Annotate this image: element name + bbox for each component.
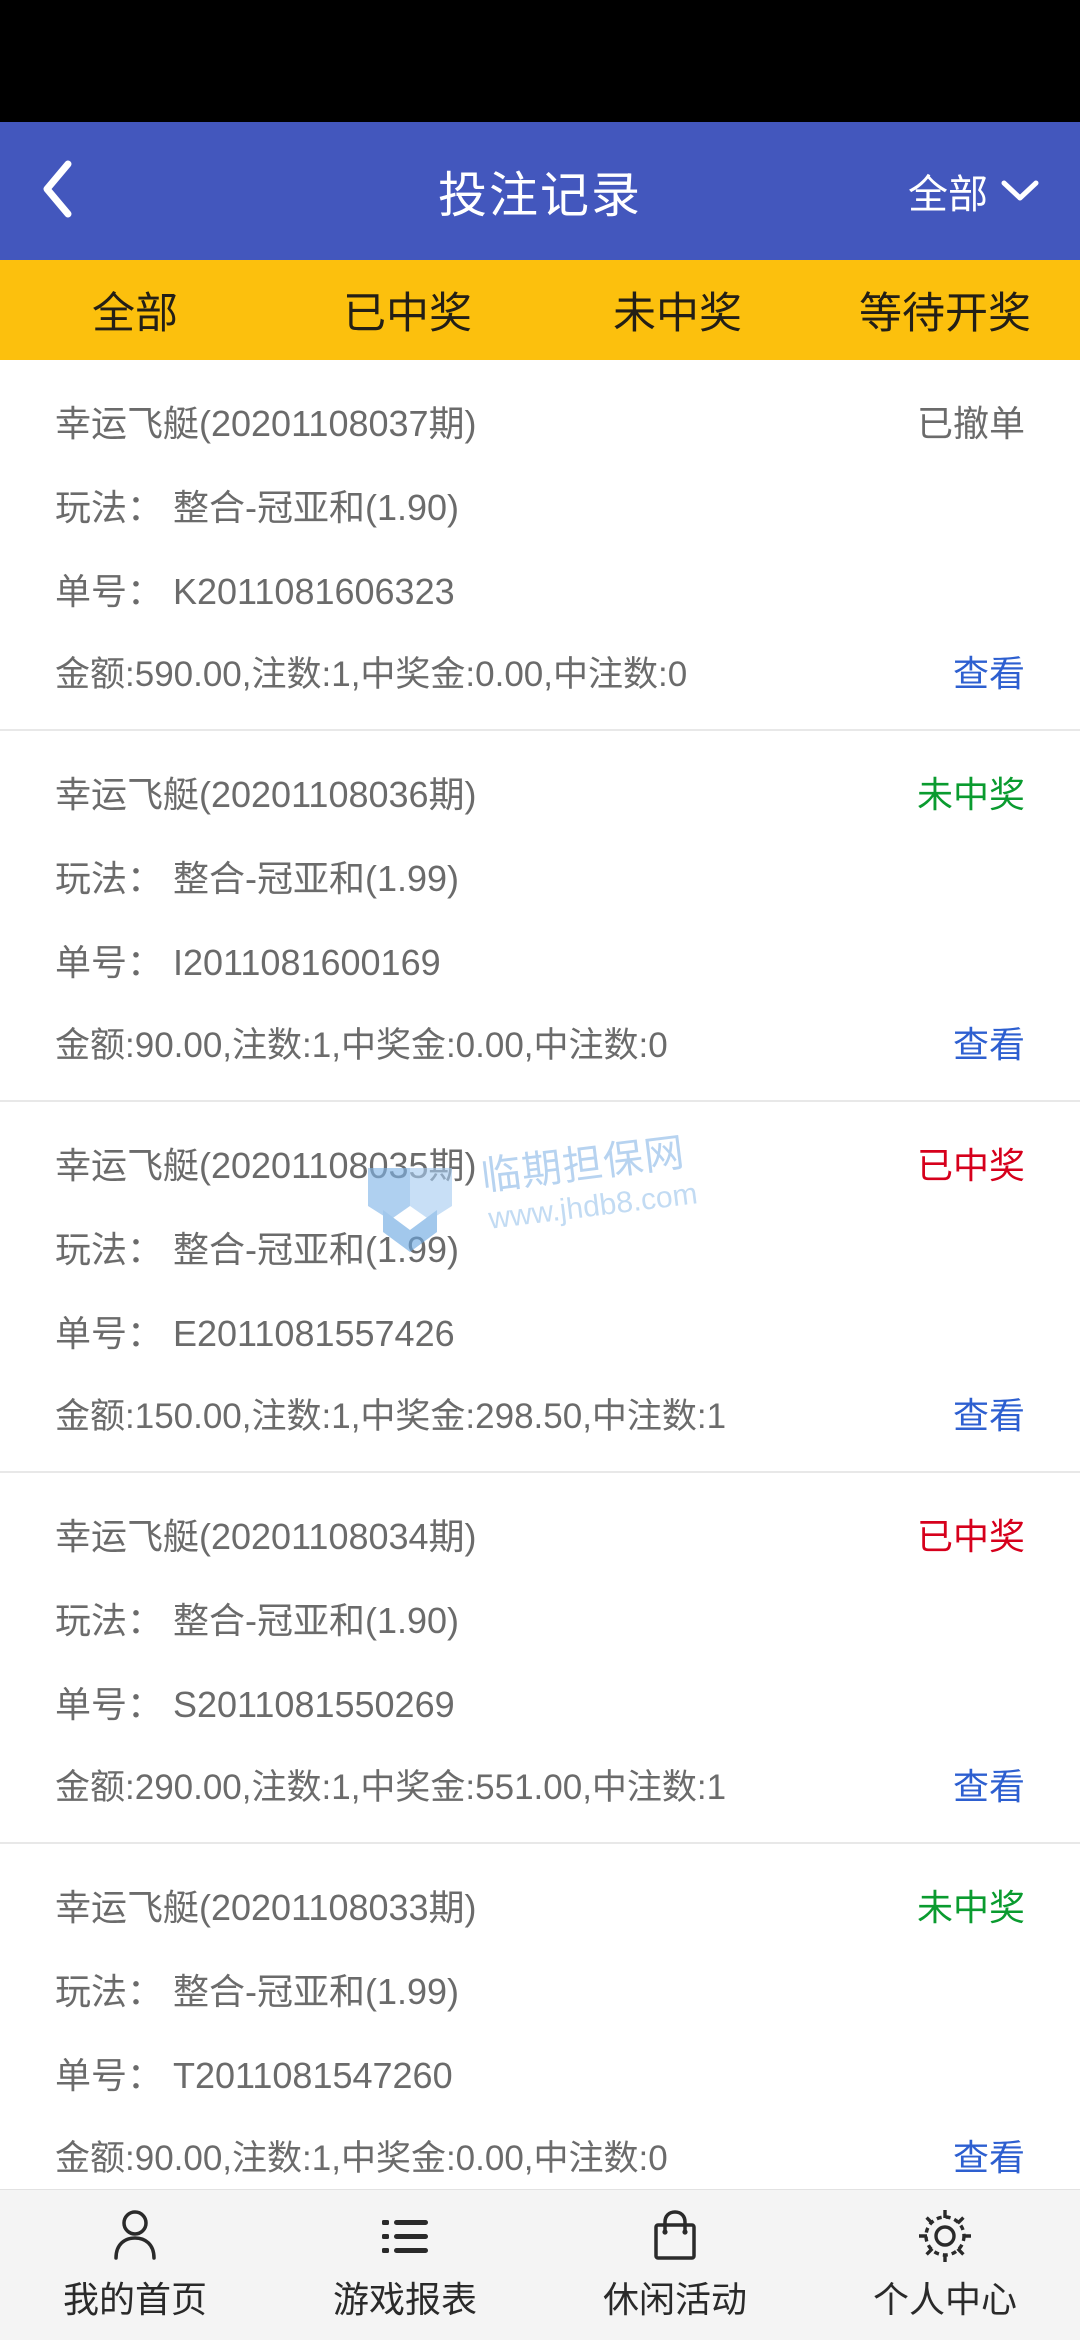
record-playtype-line: 玩法： 整合-冠亚和(1.99): [0, 837, 1080, 921]
status-badge: 已中奖: [916, 1145, 1025, 1186]
order-number: 单号： K2011081606323: [55, 571, 455, 612]
lottery-name: 幸运飞艇(20201108036期): [55, 774, 477, 815]
record-header-line: 幸运飞艇(20201108037期) 已撤单: [0, 382, 1080, 466]
amount-summary: 金额:150.00,注数:1,中奖金:298.50,中注数:1: [55, 1397, 727, 1436]
record-summary-line: 金额:290.00,注数:1,中奖金:551.00,中注数:1 查看: [0, 1747, 1080, 1842]
record-playtype-line: 玩法： 整合-冠亚和(1.99): [0, 1950, 1080, 2034]
record-playtype-line: 玩法： 整合-冠亚和(1.99): [0, 1208, 1080, 1292]
view-detail-link[interactable]: 查看: [952, 2137, 1025, 2178]
tab-pending[interactable]: 等待开奖: [859, 290, 1031, 338]
nav-item-home[interactable]: 我的首页: [0, 2207, 270, 2323]
amount-summary: 金额:590.00,注数:1,中奖金:0.00,中注数:0: [55, 655, 688, 694]
view-detail-link[interactable]: 查看: [952, 1024, 1025, 1065]
filter-tab-bar: 全部 已中奖 未中奖 等待开奖: [0, 260, 1080, 360]
status-bar: [0, 0, 1080, 122]
person-icon: [107, 2207, 163, 2265]
lottery-name: 幸运飞艇(20201108033期): [55, 1887, 477, 1928]
record-header-line: 幸运飞艇(20201108033期) 未中奖: [0, 1866, 1080, 1950]
shopping-bag-icon: [647, 2207, 703, 2265]
nav-item-reports[interactable]: 游戏报表: [270, 2207, 540, 2323]
back-button[interactable]: [40, 156, 110, 226]
status-badge: 已中奖: [916, 1516, 1025, 1557]
tab-all[interactable]: 全部: [92, 290, 178, 338]
order-number: 单号： I2011081600169: [55, 942, 441, 983]
record-orderno-line: 单号： T2011081547260: [0, 2034, 1080, 2118]
record-header-line: 幸运飞艇(20201108036期) 未中奖: [0, 753, 1080, 837]
table-row[interactable]: 幸运飞艇(20201108034期) 已中奖 玩法： 整合-冠亚和(1.90) …: [0, 1473, 1080, 1844]
table-row[interactable]: 幸运飞艇(20201108035期) 已中奖 玩法： 整合-冠亚和(1.99) …: [0, 1102, 1080, 1473]
play-type: 玩法： 整合-冠亚和(1.90): [55, 487, 460, 528]
record-summary-line: 金额:90.00,注数:1,中奖金:0.00,中注数:0 查看: [0, 1005, 1080, 1100]
view-detail-link[interactable]: 查看: [952, 653, 1025, 694]
status-badge: 未中奖: [916, 1887, 1025, 1928]
tab-won[interactable]: 已中奖: [343, 290, 472, 338]
play-type: 玩法： 整合-冠亚和(1.99): [55, 858, 460, 899]
play-type: 玩法： 整合-冠亚和(1.90): [55, 1600, 460, 1641]
lottery-name: 幸运飞艇(20201108034期): [55, 1516, 477, 1557]
nav-label-activities: 休闲活动: [602, 2279, 747, 2320]
record-playtype-line: 玩法： 整合-冠亚和(1.90): [0, 466, 1080, 550]
chevron-down-icon: [1000, 169, 1040, 214]
table-row[interactable]: 幸运飞艇(20201108037期) 已撤单 玩法： 整合-冠亚和(1.90) …: [0, 360, 1080, 731]
bet-record-list[interactable]: 幸运飞艇(20201108037期) 已撤单 玩法： 整合-冠亚和(1.90) …: [0, 360, 1080, 2190]
amount-summary: 金额:90.00,注数:1,中奖金:0.00,中注数:0: [55, 1026, 668, 1065]
chevron-left-icon: [40, 159, 74, 224]
status-badge: 未中奖: [916, 774, 1025, 815]
view-detail-link[interactable]: 查看: [952, 1395, 1025, 1436]
order-number: 单号： E2011081557426: [55, 1313, 455, 1354]
table-row[interactable]: 幸运飞艇(20201108036期) 未中奖 玩法： 整合-冠亚和(1.99) …: [0, 731, 1080, 1102]
status-badge: 已撤单: [916, 403, 1025, 444]
record-summary-line: 金额:90.00,注数:1,中奖金:0.00,中注数:0 查看: [0, 2118, 1080, 2190]
bottom-navigation-bar: 我的首页 游戏报表 休闲活动: [0, 2189, 1080, 2340]
amount-summary: 金额:290.00,注数:1,中奖金:551.00,中注数:1: [55, 1768, 727, 1807]
lottery-name: 幸运飞艇(20201108035期): [55, 1145, 477, 1186]
tab-not-won[interactable]: 未中奖: [613, 290, 742, 338]
list-icon: [377, 2207, 433, 2265]
gear-icon: [916, 2207, 974, 2265]
record-summary-line: 金额:150.00,注数:1,中奖金:298.50,中注数:1 查看: [0, 1376, 1080, 1471]
nav-label-home: 我的首页: [62, 2279, 207, 2320]
filter-dropdown[interactable]: 全部: [908, 162, 1040, 220]
app-header: 投注记录 全部: [0, 122, 1080, 260]
lottery-name: 幸运飞艇(20201108037期): [55, 403, 477, 444]
play-type: 玩法： 整合-冠亚和(1.99): [55, 1229, 460, 1270]
record-orderno-line: 单号： I2011081600169: [0, 921, 1080, 1005]
record-summary-line: 金额:590.00,注数:1,中奖金:0.00,中注数:0 查看: [0, 634, 1080, 729]
nav-label-reports: 游戏报表: [332, 2279, 477, 2320]
nav-item-profile[interactable]: 个人中心: [810, 2207, 1080, 2323]
record-orderno-line: 单号： S2011081550269: [0, 1663, 1080, 1747]
record-playtype-line: 玩法： 整合-冠亚和(1.90): [0, 1579, 1080, 1663]
record-header-line: 幸运飞艇(20201108034期) 已中奖: [0, 1495, 1080, 1579]
nav-item-activities[interactable]: 休闲活动: [540, 2207, 810, 2323]
table-row[interactable]: 幸运飞艇(20201108033期) 未中奖 玩法： 整合-冠亚和(1.99) …: [0, 1844, 1080, 2190]
order-number: 单号： S2011081550269: [55, 1684, 455, 1725]
view-detail-link[interactable]: 查看: [952, 1766, 1025, 1807]
record-header-line: 幸运飞艇(20201108035期) 已中奖: [0, 1124, 1080, 1208]
play-type: 玩法： 整合-冠亚和(1.99): [55, 1971, 460, 2012]
nav-label-profile: 个人中心: [872, 2279, 1017, 2320]
record-orderno-line: 单号： E2011081557426: [0, 1292, 1080, 1376]
order-number: 单号： T2011081547260: [55, 2055, 453, 2096]
filter-dropdown-label: 全部: [908, 173, 988, 217]
amount-summary: 金额:90.00,注数:1,中奖金:0.00,中注数:0: [55, 2139, 668, 2178]
record-orderno-line: 单号： K2011081606323: [0, 550, 1080, 634]
